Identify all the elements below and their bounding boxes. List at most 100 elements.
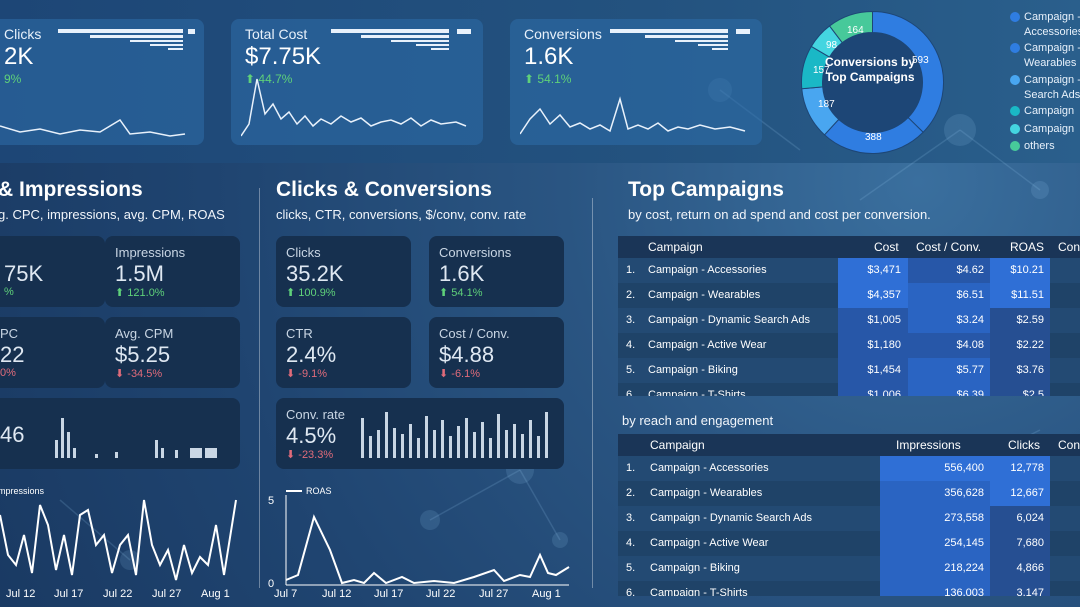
col-header-conv[interactable]: Con xyxy=(1058,240,1080,254)
chart-legend-impressions: mpressions xyxy=(0,486,45,496)
x-axis-tick: Jul 27 xyxy=(152,588,182,600)
heat-cell xyxy=(990,556,1050,581)
table-row[interactable]: 2. Campaign - Wearables 356,628 12,667 xyxy=(618,481,1080,506)
metric-card-cost[interactable]: 75K % xyxy=(0,236,105,307)
heat-cell xyxy=(908,383,990,396)
table-row[interactable]: 3. Campaign - Dynamic Search Ads $1,005 $3.… xyxy=(618,308,1080,333)
cell-impressions: 273,558 xyxy=(944,512,984,524)
heat-cell xyxy=(990,383,1050,396)
y-axis-tick: 0 xyxy=(268,578,275,590)
metric-label: PC xyxy=(0,326,19,341)
metric-card-clicks[interactable]: Clicks 35.2K ⬆ 100.9% xyxy=(276,236,411,307)
metric-delta: ⬇ -6.1% xyxy=(439,368,481,380)
campaign-name[interactable]: Campaign - Biking xyxy=(648,364,738,376)
heat-cell xyxy=(990,456,1050,481)
metric-value: 2.4% xyxy=(286,342,337,367)
table-row[interactable]: 2. Campaign - Wearables $4,357 $6.51 $11.51 xyxy=(618,283,1080,308)
metric-card-conversions[interactable]: Conversions 1.6K ⬆ 54.1% xyxy=(429,236,564,307)
conversions-donut-chart xyxy=(801,10,944,154)
cell-roas: $11.51 xyxy=(1011,289,1044,301)
table-row[interactable]: 3. Campaign - Dynamic Search Ads 273,558 6,… xyxy=(618,506,1080,531)
cell-cost-per-conv: $4.08 xyxy=(956,339,984,351)
metric-card-ctr[interactable]: CTR 2.4% ⬇ -9.1% xyxy=(276,317,411,388)
campaign-name[interactable]: Campaign - T-Shirts xyxy=(648,389,746,396)
conv-rate-bar-chart xyxy=(361,412,548,458)
section-title-clicks-conversions: Clicks & Conversions xyxy=(276,178,492,201)
metric-card-conv-rate[interactable]: Conv. rate 4.5% ⬇ -23.3% xyxy=(276,398,564,469)
col-header-campaign[interactable]: Campaign xyxy=(648,240,703,254)
table-row[interactable]: 6. Campaign - T-Shirts $1,006 $6.39 $2.5 xyxy=(618,383,1080,396)
heat-cell xyxy=(990,531,1050,556)
x-axis-tick: Jul 27 xyxy=(479,588,509,600)
legend-swatch xyxy=(1010,12,1020,22)
cell-clicks: 12,667 xyxy=(1010,487,1044,499)
campaign-name[interactable]: Campaign - T-Shirts xyxy=(650,587,748,596)
roas-bar-chart xyxy=(55,418,217,458)
campaign-name[interactable]: Campaign - Active Wear xyxy=(648,339,767,351)
metric-label: Cost / Conv. xyxy=(439,326,510,341)
kpi-tile-clicks[interactable]: Clicks 2K 9% xyxy=(0,19,204,145)
x-axis-tick: Jul 22 xyxy=(426,588,456,600)
row-index: 1. xyxy=(626,462,636,474)
table-row[interactable]: 5. Campaign - Biking 218,224 4,866 xyxy=(618,556,1080,581)
metric-card-impressions[interactable]: Impressions 1.5M ⬆ 121.0% xyxy=(105,236,240,307)
table-row[interactable]: 5. Campaign - Biking $1,454 $5.77 $3.76 xyxy=(618,358,1080,383)
col-header-cost-per-conv[interactable]: Cost / Conv. xyxy=(916,240,982,254)
cell-cost-per-conv: $5.77 xyxy=(956,364,984,376)
campaign-name[interactable]: Campaign - Dynamic Search Ads xyxy=(648,314,811,326)
col-header-roas[interactable]: ROAS xyxy=(1010,240,1045,254)
table-row[interactable]: 1. Campaign - Accessories 556,400 12,778 xyxy=(618,456,1080,481)
col-header-clicks[interactable]: Clicks xyxy=(1008,438,1040,452)
campaign-name[interactable]: Campaign - Accessories xyxy=(650,462,769,474)
col-header-conv[interactable]: Con xyxy=(1058,438,1080,452)
campaign-name[interactable]: Campaign - Active Wear xyxy=(650,537,769,549)
campaign-name[interactable]: Campaign - Biking xyxy=(650,562,740,574)
table-row[interactable]: 1. Campaign - Accessories $3,471 $4.62 $10.2… xyxy=(618,258,1080,283)
donut-label: 187 xyxy=(818,99,835,110)
heat-cell xyxy=(838,358,908,383)
metric-card-cost-per-conv[interactable]: Cost / Conv. $4.88 ⬇ -6.1% xyxy=(429,317,564,388)
cell-impressions: 556,400 xyxy=(944,462,984,474)
table-row[interactable]: 4. Campaign - Active Wear 254,145 7,680 xyxy=(618,531,1080,556)
cell-clicks: 4,866 xyxy=(1016,562,1044,574)
heat-cell xyxy=(880,506,990,531)
heat-cell xyxy=(990,258,1050,283)
cell-cost: $1,180 xyxy=(867,339,901,351)
table-row[interactable]: 6. Campaign - T-Shirts 136,003 3,147 xyxy=(618,581,1080,596)
cell-roas: $2.5 xyxy=(1022,389,1044,396)
metric-delta: ⬆ 54.1% xyxy=(439,287,483,299)
section-subtitle: g. CPC, impressions, avg. CPM, ROAS xyxy=(0,207,225,222)
kpi-value: 2K xyxy=(4,43,34,70)
campaign-name[interactable]: Campaign - Wearables xyxy=(650,487,763,499)
col-header-cost[interactable]: Cost xyxy=(874,240,899,254)
metric-card-avg-cpm[interactable]: Avg. CPM $5.25 ⬇ -34.5% xyxy=(105,317,240,388)
cell-clicks: 12,778 xyxy=(1010,462,1044,474)
row-index: 6. xyxy=(626,587,636,596)
metric-value: $5.25 xyxy=(115,342,171,367)
campaign-name[interactable]: Campaign - Wearables xyxy=(648,289,761,301)
kpi-sparkline xyxy=(520,96,746,135)
col-header-impressions[interactable]: Impressions xyxy=(896,438,961,452)
metric-value: 22 xyxy=(0,342,25,367)
table-row[interactable]: 4. Campaign - Active Wear $1,180 $4.08 $2.22 xyxy=(618,333,1080,358)
kpi-bar-chart xyxy=(331,29,471,50)
campaign-name[interactable]: Campaign - Accessories xyxy=(648,264,767,276)
legend-swatch xyxy=(1010,124,1020,134)
heat-cell xyxy=(990,308,1050,333)
heat-cell xyxy=(990,481,1050,506)
cell-cost: $1,006 xyxy=(867,389,901,396)
heat-cell xyxy=(838,283,908,308)
section-subtitle: by cost, return on ad spend and cost per… xyxy=(628,207,931,222)
metric-card-roas[interactable]: 46 xyxy=(0,398,240,469)
campaign-name[interactable]: Campaign - Dynamic Search Ads xyxy=(650,512,813,524)
col-header-campaign[interactable]: Campaign xyxy=(650,438,705,452)
metric-delta: ⬆ 100.9% xyxy=(286,287,336,299)
x-axis-tick: Jul 12 xyxy=(322,588,352,600)
heat-cell xyxy=(908,358,990,383)
table-cost-body: 1. Campaign - Accessories $3,471 $4.62 $10.2… xyxy=(618,258,1080,396)
metric-card-avg-cpc[interactable]: PC 22 0% xyxy=(0,317,105,388)
kpi-tile-total-cost[interactable]: Total Cost $7.75K ⬆ 44.7% xyxy=(231,19,483,145)
chart-legend-roas: ROAS xyxy=(306,486,332,496)
cell-clicks: 6,024 xyxy=(1016,512,1044,524)
kpi-tile-conversions[interactable]: Conversions 1.6K ⬆ 54.1% xyxy=(510,19,762,145)
